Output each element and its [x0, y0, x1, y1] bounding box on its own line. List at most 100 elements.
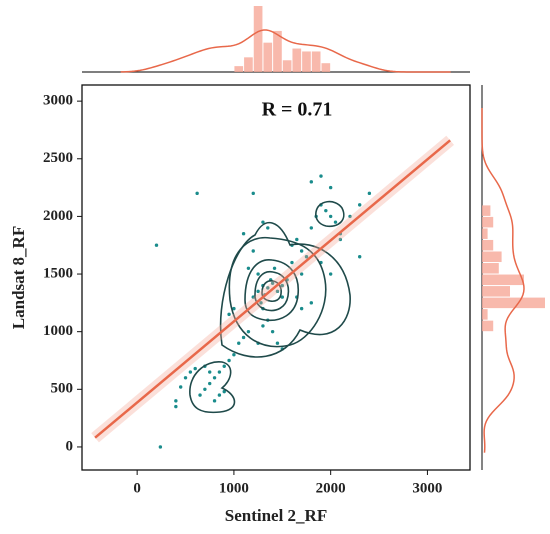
point	[261, 324, 265, 328]
point	[212, 399, 217, 403]
point	[251, 249, 255, 253]
x-hist-bar	[273, 30, 282, 72]
y-kde	[481, 108, 525, 453]
point	[357, 203, 362, 207]
point	[328, 214, 333, 219]
contour	[219, 221, 351, 358]
point	[357, 255, 362, 259]
point	[259, 301, 263, 305]
point	[275, 289, 280, 294]
x-axis-label: Sentinel 2_RF	[225, 506, 327, 525]
x-hist-bar	[234, 66, 244, 72]
point	[299, 306, 304, 311]
contour	[254, 270, 290, 312]
point	[270, 329, 275, 334]
point	[246, 266, 251, 270]
x-hist-bar	[311, 51, 321, 72]
point	[256, 272, 260, 276]
x-tick-label: 3000	[412, 480, 442, 496]
x-kde	[120, 29, 451, 73]
y-hist-bar	[482, 263, 499, 274]
point	[272, 266, 277, 270]
contour	[189, 361, 236, 414]
point	[348, 214, 352, 219]
point	[154, 243, 159, 247]
x-tick-label: 2000	[316, 480, 346, 496]
point	[251, 295, 255, 299]
point	[333, 220, 338, 224]
point	[299, 249, 304, 253]
plot-frame	[81, 84, 471, 471]
y-tick-label: 1500	[43, 265, 73, 281]
point	[256, 289, 260, 294]
y-hist-bar	[482, 286, 510, 297]
point	[232, 353, 236, 357]
x-hist-bar	[302, 51, 311, 72]
contour	[261, 280, 282, 303]
point	[241, 231, 246, 236]
x-hist-bar	[253, 6, 263, 72]
point	[266, 226, 270, 230]
point	[338, 237, 343, 242]
y-tick-label: 1000	[43, 323, 73, 339]
point	[270, 281, 275, 285]
y-hist-bar	[482, 239, 494, 251]
y-tick-label: 0	[66, 438, 74, 454]
point	[183, 376, 188, 380]
point	[208, 370, 212, 374]
point	[217, 393, 222, 397]
x-hist-bar	[263, 42, 273, 72]
point	[367, 191, 372, 196]
y-tick-label: 2500	[43, 150, 73, 166]
x-hist-bar	[321, 63, 331, 72]
point	[217, 370, 222, 374]
y-hist-bar	[482, 297, 545, 309]
y-hist-bar	[482, 228, 488, 239]
point	[227, 312, 231, 317]
x-hist-bar	[292, 48, 302, 72]
y-hist-bar	[482, 205, 491, 216]
point	[295, 237, 299, 242]
y-tick-label: 3000	[43, 93, 73, 109]
x-hist-bar	[282, 60, 292, 72]
x-hist-bar	[244, 57, 253, 72]
y-hist-bar	[482, 309, 488, 320]
regression-line	[94, 139, 451, 439]
point	[193, 366, 197, 371]
point	[319, 174, 323, 178]
y-tick-label: 2000	[43, 208, 73, 224]
point	[198, 393, 202, 397]
contours	[189, 200, 351, 414]
point	[275, 341, 280, 345]
point	[251, 191, 255, 196]
point	[178, 385, 183, 389]
y-hist-bar	[482, 274, 524, 286]
point	[227, 358, 231, 363]
contour	[244, 259, 299, 322]
point	[309, 226, 314, 230]
y-hist-bar	[482, 320, 494, 332]
point	[266, 286, 270, 290]
point	[174, 399, 178, 403]
point	[280, 283, 284, 288]
x-tick-label: 0	[133, 480, 141, 496]
point	[290, 260, 294, 265]
point	[299, 272, 304, 276]
contour	[228, 236, 327, 348]
point	[195, 191, 199, 196]
point	[158, 445, 163, 449]
point	[237, 341, 241, 345]
annotation: R = 0.71	[262, 99, 333, 121]
y-tick-label: 500	[51, 381, 74, 397]
point	[328, 185, 333, 190]
point	[280, 295, 284, 299]
point	[246, 329, 251, 334]
point	[261, 220, 265, 224]
point	[222, 364, 226, 368]
point	[324, 208, 328, 213]
point	[309, 301, 314, 305]
point	[232, 306, 236, 311]
point	[309, 180, 314, 184]
point	[188, 370, 193, 374]
